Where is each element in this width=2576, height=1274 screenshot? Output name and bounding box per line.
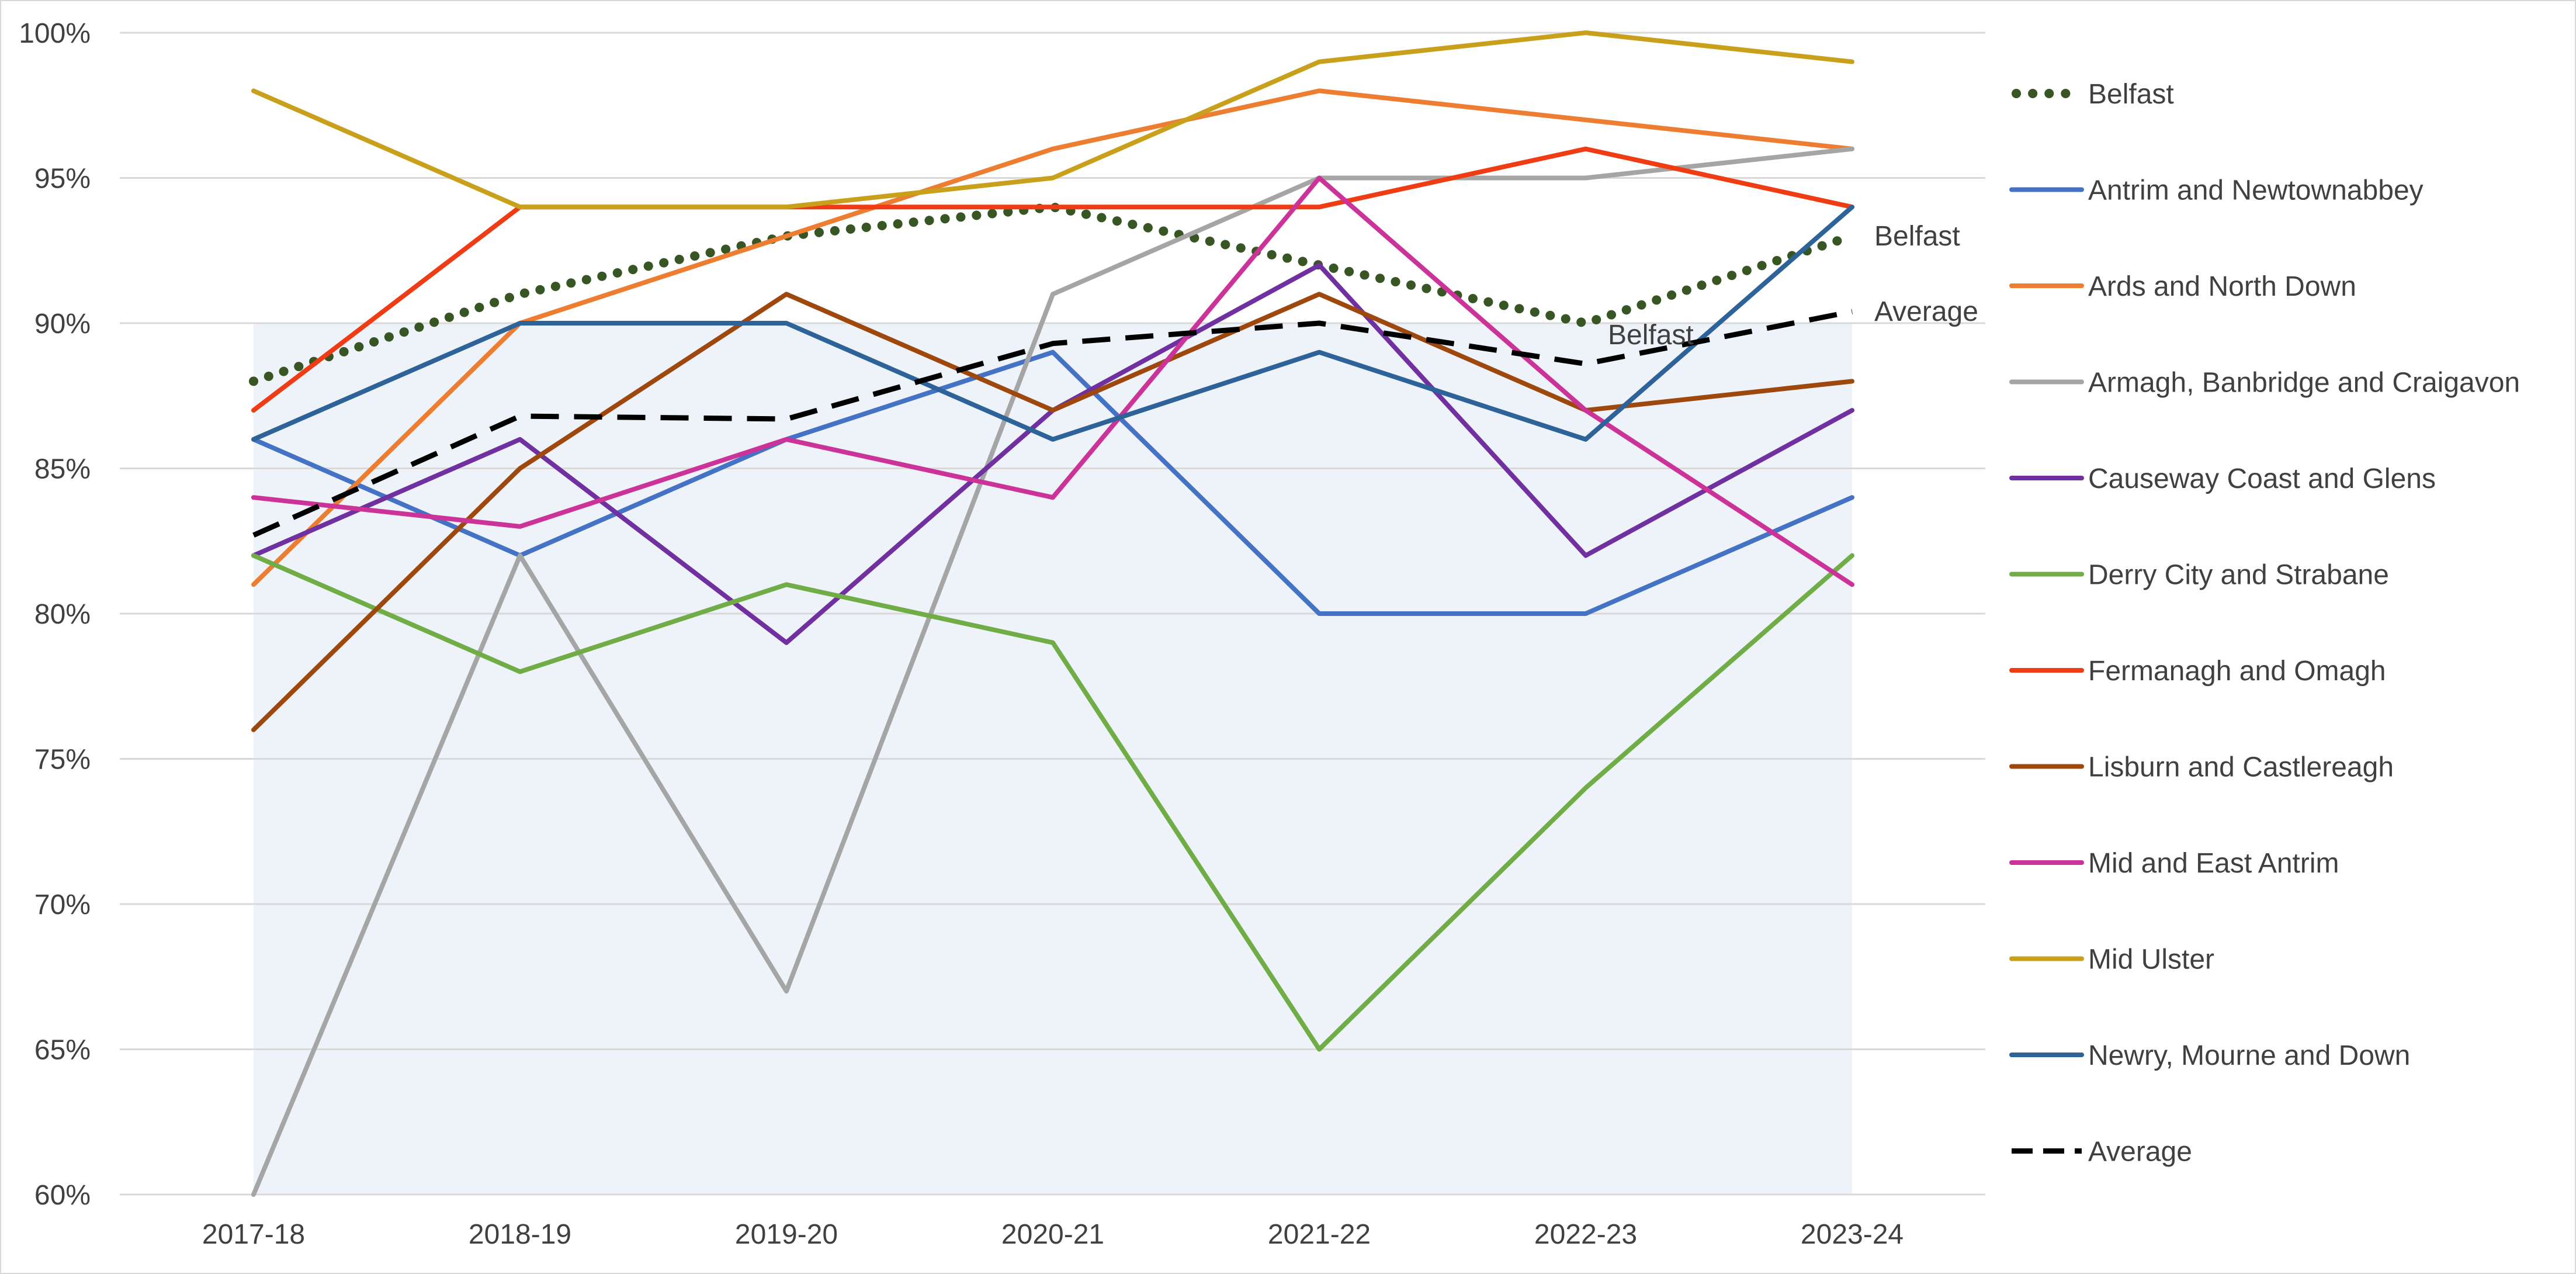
series-line-derry-city-and-strabane xyxy=(251,553,1854,1052)
y-axis-tick-labels: 60% 65% 70% 75% 80% 85% 90% 95% 100% xyxy=(19,18,91,1211)
x-tick-label: 2023-24 xyxy=(1801,1219,1904,1250)
legend-label-antrim-and-newtownabbey: Antrim and Newtownabbey xyxy=(2088,175,2424,206)
legend-label-newry-mourne-and-down: Newry, Mourne and Down xyxy=(2088,1040,2410,1071)
y-tick-label: 95% xyxy=(34,164,91,195)
series-line-average xyxy=(252,309,1853,538)
y-tick-label: 75% xyxy=(34,745,91,776)
x-tick-label: 2021-22 xyxy=(1268,1219,1371,1250)
series-line-newry-mourne-and-down xyxy=(251,205,1854,442)
y-tick-label: 65% xyxy=(34,1035,91,1066)
annotations: Belfast Belfast Average xyxy=(1608,221,1978,351)
x-tick-label: 2019-20 xyxy=(735,1219,838,1250)
x-tick-label: 2018-19 xyxy=(469,1219,571,1250)
x-axis-tick-labels: 2017-18 2018-19 2019-20 2020-21 2021-22 2022-… xyxy=(202,1219,1904,1250)
legend-label-ards-and-north-down: Ards and North Down xyxy=(2088,271,2356,302)
series-line-mid-and-east-antrim xyxy=(251,175,1854,587)
legend-label-belfast: Belfast xyxy=(2088,79,2174,110)
x-tick-label: 2020-21 xyxy=(1001,1219,1104,1250)
x-tick-label: 2022-23 xyxy=(1534,1219,1637,1250)
y-tick-label: 80% xyxy=(34,599,91,630)
legend-label-lisburn-and-castlereagh: Lisburn and Castlereagh xyxy=(2088,752,2394,783)
y-tick-label: 90% xyxy=(34,309,91,340)
y-tick-label: 70% xyxy=(34,889,91,920)
annotation-label: Belfast xyxy=(1874,221,1960,252)
x-tick-label: 2017-18 xyxy=(202,1219,305,1250)
legend-label-average: Average xyxy=(2088,1137,2192,1168)
legend-label-derry-city-and-strabane: Derry City and Strabane xyxy=(2088,560,2389,591)
annotation-label: Average xyxy=(1874,296,1978,327)
y-tick-label: 60% xyxy=(34,1180,91,1211)
legend-label-mid-and-east-antrim: Mid and East Antrim xyxy=(2088,848,2339,879)
y-tick-label: 100% xyxy=(19,18,91,49)
annotation-label: Belfast xyxy=(1608,320,1694,351)
legend-label-mid-ulster: Mid Ulster xyxy=(2088,944,2214,975)
series-line-armagh-banbridge-and-craigavon xyxy=(251,146,1854,1197)
series-lines xyxy=(249,30,1857,1197)
legend-label-fermanagh-and-omagh: Fermanagh and Omagh xyxy=(2088,656,2386,687)
legend-label-causeway-coast-and-glens: Causeway Coast and Glens xyxy=(2088,463,2436,494)
y-tick-label: 85% xyxy=(34,454,91,485)
legend-label-armagh-banbridge-and-craigavon: Armagh, Banbridge and Craigavon xyxy=(2088,368,2520,399)
series-line-mid-ulster xyxy=(251,30,1854,210)
legend: Belfast Antrim and Newtownabbey Ards and N… xyxy=(2009,79,2520,1168)
